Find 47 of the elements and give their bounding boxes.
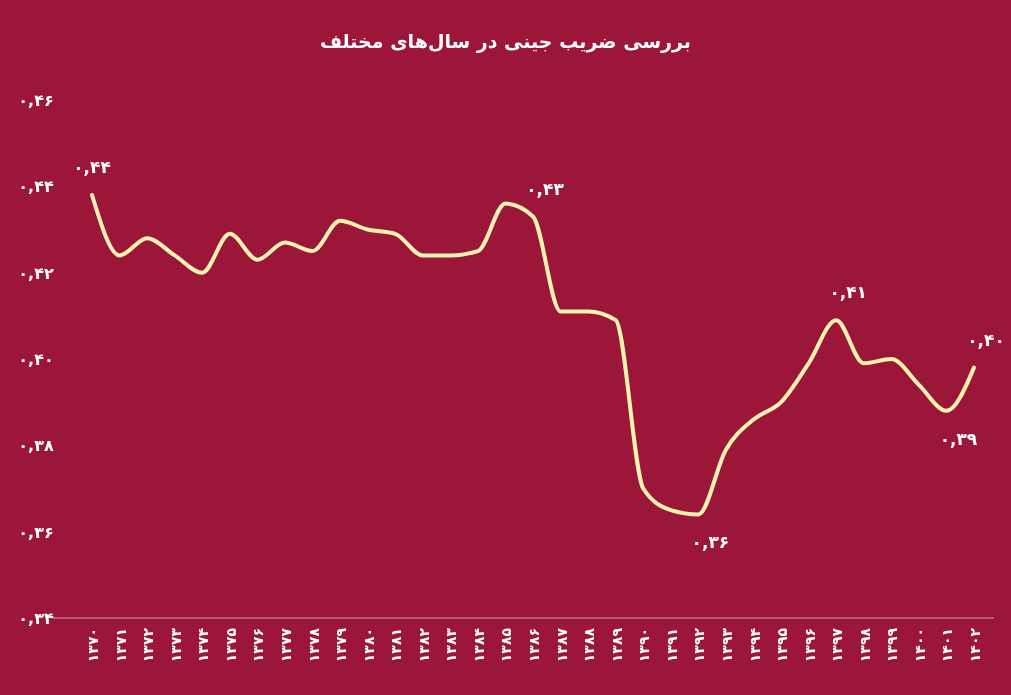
- x-tick-label: ۱۳۹۳: [718, 627, 735, 663]
- x-tick-label: ۱۳۷۷: [277, 627, 294, 663]
- x-tick-label: ۱۳۸۸: [581, 627, 598, 663]
- data-label: ۰,۴۴: [73, 156, 111, 177]
- x-tick-label: ۱۳۷۱: [112, 628, 129, 663]
- x-tick-label: ۱۳۹۹: [884, 627, 901, 663]
- y-tick-label: ۰,۴۴: [18, 177, 54, 197]
- x-tick-label: ۱۳۹۶: [801, 628, 818, 663]
- x-tick-label: ۱۳۷۰: [85, 628, 101, 663]
- x-tick-label: ۱۳۷۴: [195, 627, 212, 663]
- y-tick-label: ۰,۳۸: [18, 436, 54, 456]
- x-tick-label: ۱۳۷۲: [140, 627, 157, 663]
- x-tick-label: ۱۳۸۶: [526, 628, 542, 663]
- data-label: ۰,۳۹: [939, 428, 978, 449]
- x-tick-label: ۱۴۰۰: [911, 628, 928, 663]
- chart-title: بررسی ضریب جینی در سال‌های مختلف: [319, 30, 692, 53]
- y-tick-label: ۰,۳۶: [18, 522, 54, 542]
- x-tick-label: ۱۳۷۶: [250, 628, 267, 663]
- x-tick-label: ۱۴۰۱: [939, 628, 956, 663]
- x-tick-label: ۱۳۹۱: [663, 628, 680, 663]
- data-label: ۰,۴۰: [967, 329, 1005, 350]
- x-tick-label: ۱۳۹۲: [691, 627, 708, 663]
- x-tick-label: ۱۳۸۲: [415, 627, 432, 663]
- x-tick-label: ۱۳۷۵: [222, 627, 239, 663]
- x-tick-label: ۱۳۷۹: [333, 627, 350, 663]
- x-tick-label: ۱۳۸۵: [498, 627, 515, 663]
- x-tick-label: ۱۳۹۷: [829, 627, 846, 663]
- x-tick-label: ۱۳۹۰: [636, 628, 653, 663]
- data-label: ۰,۳۶: [691, 532, 730, 553]
- x-tick-label: ۱۳۷۸: [305, 627, 322, 663]
- y-tick-label: ۰,۴۲: [18, 263, 54, 283]
- x-tick-label: ۱۳۸۱: [388, 628, 405, 663]
- x-tick-label: ۱۳۸۴: [470, 627, 487, 663]
- x-tick-label: ۱۳۸۷: [553, 627, 570, 663]
- x-tick-label: ۱۳۷۳: [167, 627, 184, 663]
- x-tick-label: ۱۳۹۴: [746, 627, 763, 663]
- x-tick-label: ۱۳۹۵: [774, 627, 791, 663]
- y-tick-label: ۰,۴۰: [18, 350, 54, 369]
- x-tick-label: ۱۳۸۰: [360, 628, 377, 663]
- x-tick-label: ۱۴۰۲: [967, 627, 983, 663]
- x-tick-label: ۱۳۹۸: [856, 627, 873, 663]
- data-label: ۰,۴۱: [829, 282, 867, 303]
- y-tick-label: ۰,۳۴: [18, 609, 54, 628]
- x-tick-label: ۱۳۸۹: [608, 627, 625, 663]
- data-label: ۰,۴۳: [526, 178, 565, 199]
- x-tick-label: ۱۳۸۳: [443, 627, 460, 663]
- y-tick-label: ۰,۴۶: [18, 91, 54, 110]
